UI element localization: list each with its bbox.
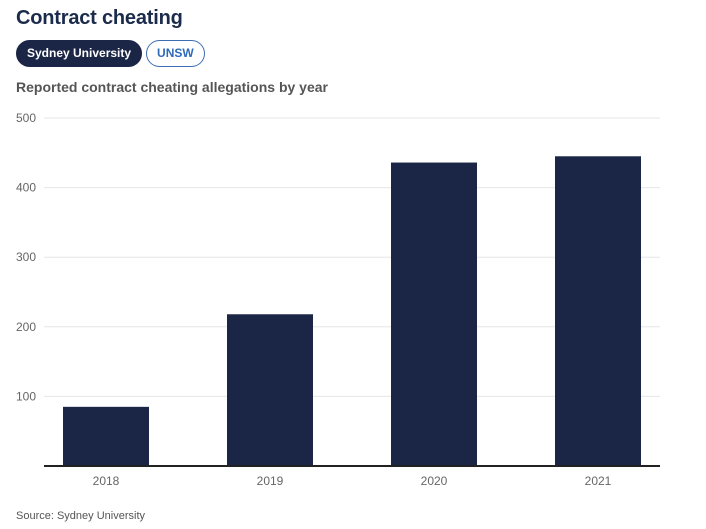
bar <box>391 162 477 466</box>
y-tick-label: 200 <box>16 320 36 334</box>
bar <box>63 406 149 466</box>
tab-sydney-university[interactable]: Sydney University <box>16 40 143 67</box>
x-tick-label: 2021 <box>585 474 612 488</box>
y-tick-label: 400 <box>16 181 36 195</box>
chart-title: Contract cheating <box>16 7 183 29</box>
y-tick-label: 300 <box>16 250 36 264</box>
x-tick-label: 2018 <box>93 474 120 488</box>
y-tick-label: 500 <box>16 111 36 125</box>
bar <box>555 156 641 466</box>
tab-unsw[interactable]: UNSW <box>146 40 205 67</box>
x-tick-label: 2020 <box>421 474 448 488</box>
source-note: Source: Sydney University <box>16 510 145 522</box>
university-tabs: Sydney University UNSW <box>16 40 205 67</box>
x-tick-label: 2019 <box>257 474 284 488</box>
chart-subtitle: Reported contract cheating allegations b… <box>16 79 328 95</box>
bar-chart: 100 200 300 400 500 2018 2019 2020 2021 <box>16 111 660 488</box>
bar <box>227 314 313 466</box>
y-tick-label: 100 <box>16 389 36 403</box>
